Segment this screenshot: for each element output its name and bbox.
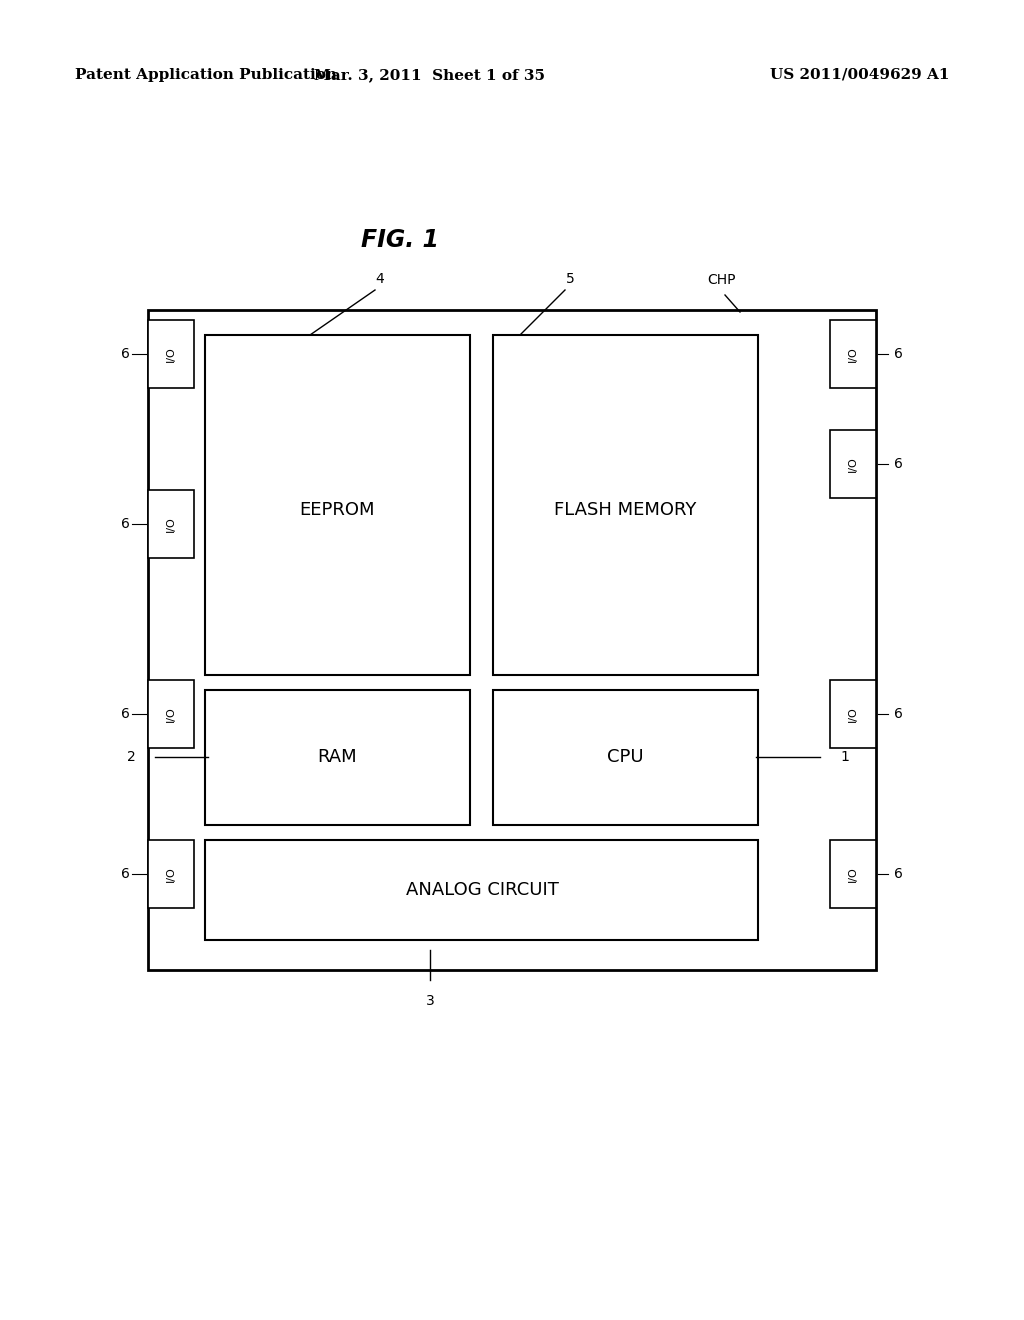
Bar <box>493 690 758 825</box>
Text: 6: 6 <box>894 708 903 721</box>
Text: I/O: I/O <box>166 516 176 532</box>
Text: I/O: I/O <box>848 706 858 722</box>
Text: I/O: I/O <box>848 346 858 362</box>
Text: 6: 6 <box>894 867 903 880</box>
Bar <box>205 690 470 825</box>
Text: US 2011/0049629 A1: US 2011/0049629 A1 <box>770 69 950 82</box>
Bar <box>830 430 876 498</box>
Bar <box>830 840 876 908</box>
Text: I/O: I/O <box>848 866 858 882</box>
Text: I/O: I/O <box>166 346 176 362</box>
Bar <box>148 680 194 748</box>
Text: ANALOG CIRCUIT: ANALOG CIRCUIT <box>406 880 558 899</box>
Bar <box>830 680 876 748</box>
Text: FIG. 1: FIG. 1 <box>361 228 439 252</box>
Text: 6: 6 <box>121 708 130 721</box>
Text: CHP: CHP <box>708 273 736 286</box>
Text: 4: 4 <box>376 272 384 286</box>
Bar <box>148 310 876 970</box>
Text: 6: 6 <box>121 517 130 531</box>
Bar <box>148 319 194 388</box>
Text: 6: 6 <box>121 867 130 880</box>
Bar <box>205 840 758 940</box>
Text: 2: 2 <box>127 750 136 764</box>
Bar <box>148 490 194 558</box>
Text: I/O: I/O <box>166 706 176 722</box>
Text: I/O: I/O <box>848 457 858 471</box>
Bar <box>205 335 470 675</box>
Text: 6: 6 <box>121 347 130 360</box>
Text: CPU: CPU <box>606 748 643 766</box>
Text: 1: 1 <box>840 750 849 764</box>
Text: 3: 3 <box>426 994 434 1008</box>
Text: Mar. 3, 2011  Sheet 1 of 35: Mar. 3, 2011 Sheet 1 of 35 <box>314 69 546 82</box>
Bar <box>830 319 876 388</box>
Text: 6: 6 <box>894 347 903 360</box>
Bar <box>493 335 758 675</box>
Text: I/O: I/O <box>166 866 176 882</box>
Text: 5: 5 <box>565 272 574 286</box>
Text: 6: 6 <box>894 457 903 471</box>
Text: RAM: RAM <box>317 748 356 766</box>
Bar <box>148 840 194 908</box>
Text: EEPROM: EEPROM <box>299 502 375 519</box>
Text: Patent Application Publication: Patent Application Publication <box>75 69 337 82</box>
Text: FLASH MEMORY: FLASH MEMORY <box>554 502 696 519</box>
